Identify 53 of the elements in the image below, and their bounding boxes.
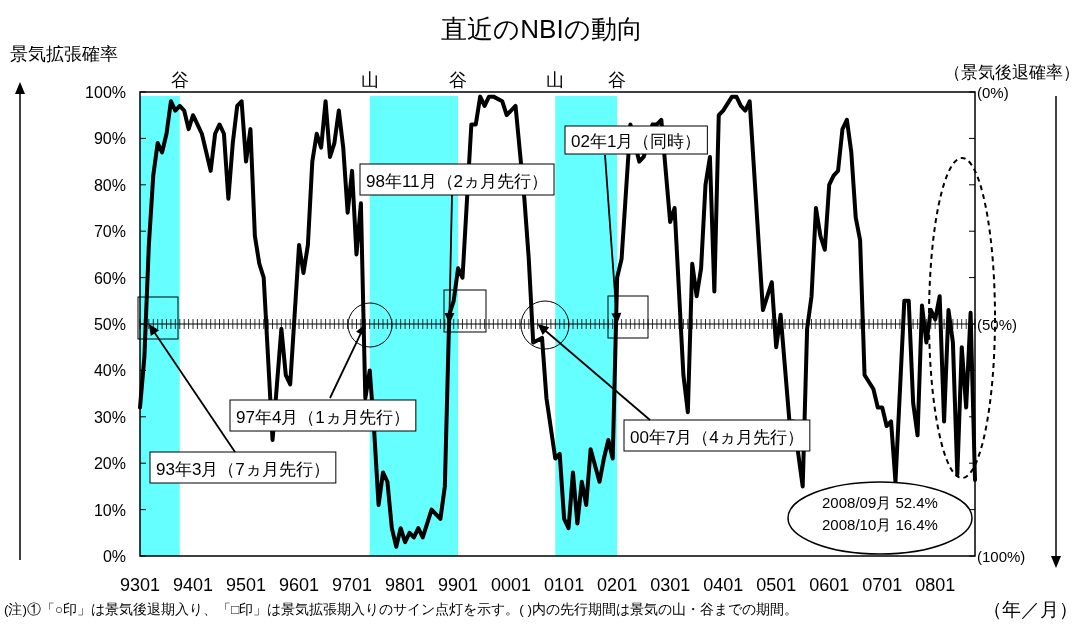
callout: 98年11月（2ヵ月先行） — [359, 163, 555, 196]
y-tick-label: 40% — [93, 362, 126, 380]
label-ellipse: 2008/09月 52.4% 2008/10月 16.4% — [787, 481, 973, 555]
x-tick-label: 9901 — [438, 575, 479, 595]
x-tick-label: 9701 — [332, 575, 373, 595]
y-tick-label: 30% — [93, 408, 126, 426]
y-tick-label: 0% — [102, 548, 126, 565]
x-tick-label: 9601 — [279, 575, 320, 595]
y2-tick-label: (100%) — [977, 548, 1026, 565]
x-tick-label: 9301 — [119, 575, 161, 595]
y-tick-label: 10% — [93, 501, 126, 519]
annotation: 00年7月（4ヵ月先行） — [630, 427, 804, 447]
annotation: 97年4月（1ヵ月先行） — [236, 407, 410, 427]
y2-tick-label: (50%) — [977, 316, 1018, 333]
y-axis-title: 景気拡張確率 — [10, 44, 118, 64]
annotation: 98年11月（2ヵ月先行） — [366, 171, 549, 191]
callout: 00年7月（4ヵ月先行） — [623, 419, 811, 452]
x-tick-label: 0501 — [756, 575, 797, 595]
annotation: 02年1月（同時） — [571, 132, 702, 151]
y-tick-label: 20% — [93, 455, 126, 473]
y-tick-label: 100% — [85, 84, 126, 101]
annotation: 93年3月（7ヵ月先行） — [156, 459, 330, 479]
text: (注)①「○印」は景気後退期入り、「□印」は景気拡張期入りのサイン点灯を示す。( )内の先行期間は景気の山・谷までの期間。 — [4, 602, 799, 617]
chart-title: 直近のNBIの動向 — [441, 14, 643, 44]
annotation: 山 — [546, 70, 565, 90]
y-tick-label: 60% — [93, 269, 126, 287]
y-tick-label: 50% — [93, 316, 126, 333]
x-axis-title: （年／月） — [983, 599, 1078, 620]
x-tick-label: 0601 — [809, 575, 850, 595]
y2-axis-title: （景気後退確率） — [944, 63, 1080, 82]
callout: 02年1月（同時） — [564, 125, 708, 155]
x-tick-label: 9801 — [385, 575, 426, 595]
annotation: 2008/10月 16.4% — [822, 516, 938, 533]
x-tick-label: 0401 — [703, 575, 744, 595]
x-tick-label: 0201 — [597, 575, 638, 595]
x-tick-label: 0701 — [862, 575, 903, 595]
annotation: 谷 — [449, 70, 468, 90]
callout: 97年4月（1ヵ月先行） — [229, 399, 417, 432]
x-tick-label: 0301 — [650, 575, 691, 595]
annotation: 谷 — [608, 70, 627, 90]
callout: 93年3月（7ヵ月先行） — [149, 451, 337, 484]
annotation: 2008/09月 52.4% — [822, 494, 938, 511]
x-tick-label: 0001 — [491, 575, 532, 595]
x-tick-label: 9401 — [172, 575, 214, 595]
y-tick-label: 70% — [93, 223, 126, 241]
y-tick-label: 90% — [93, 130, 126, 148]
y2-tick-label: (0%) — [977, 84, 1009, 101]
x-tick-label: 0101 — [544, 575, 585, 595]
annotation: 山 — [360, 70, 379, 90]
annotation: 谷 — [170, 70, 189, 90]
x-tick-label: 0801 — [915, 575, 956, 595]
x-tick-label: 9501 — [226, 575, 267, 595]
y-tick-label: 80% — [93, 176, 126, 194]
